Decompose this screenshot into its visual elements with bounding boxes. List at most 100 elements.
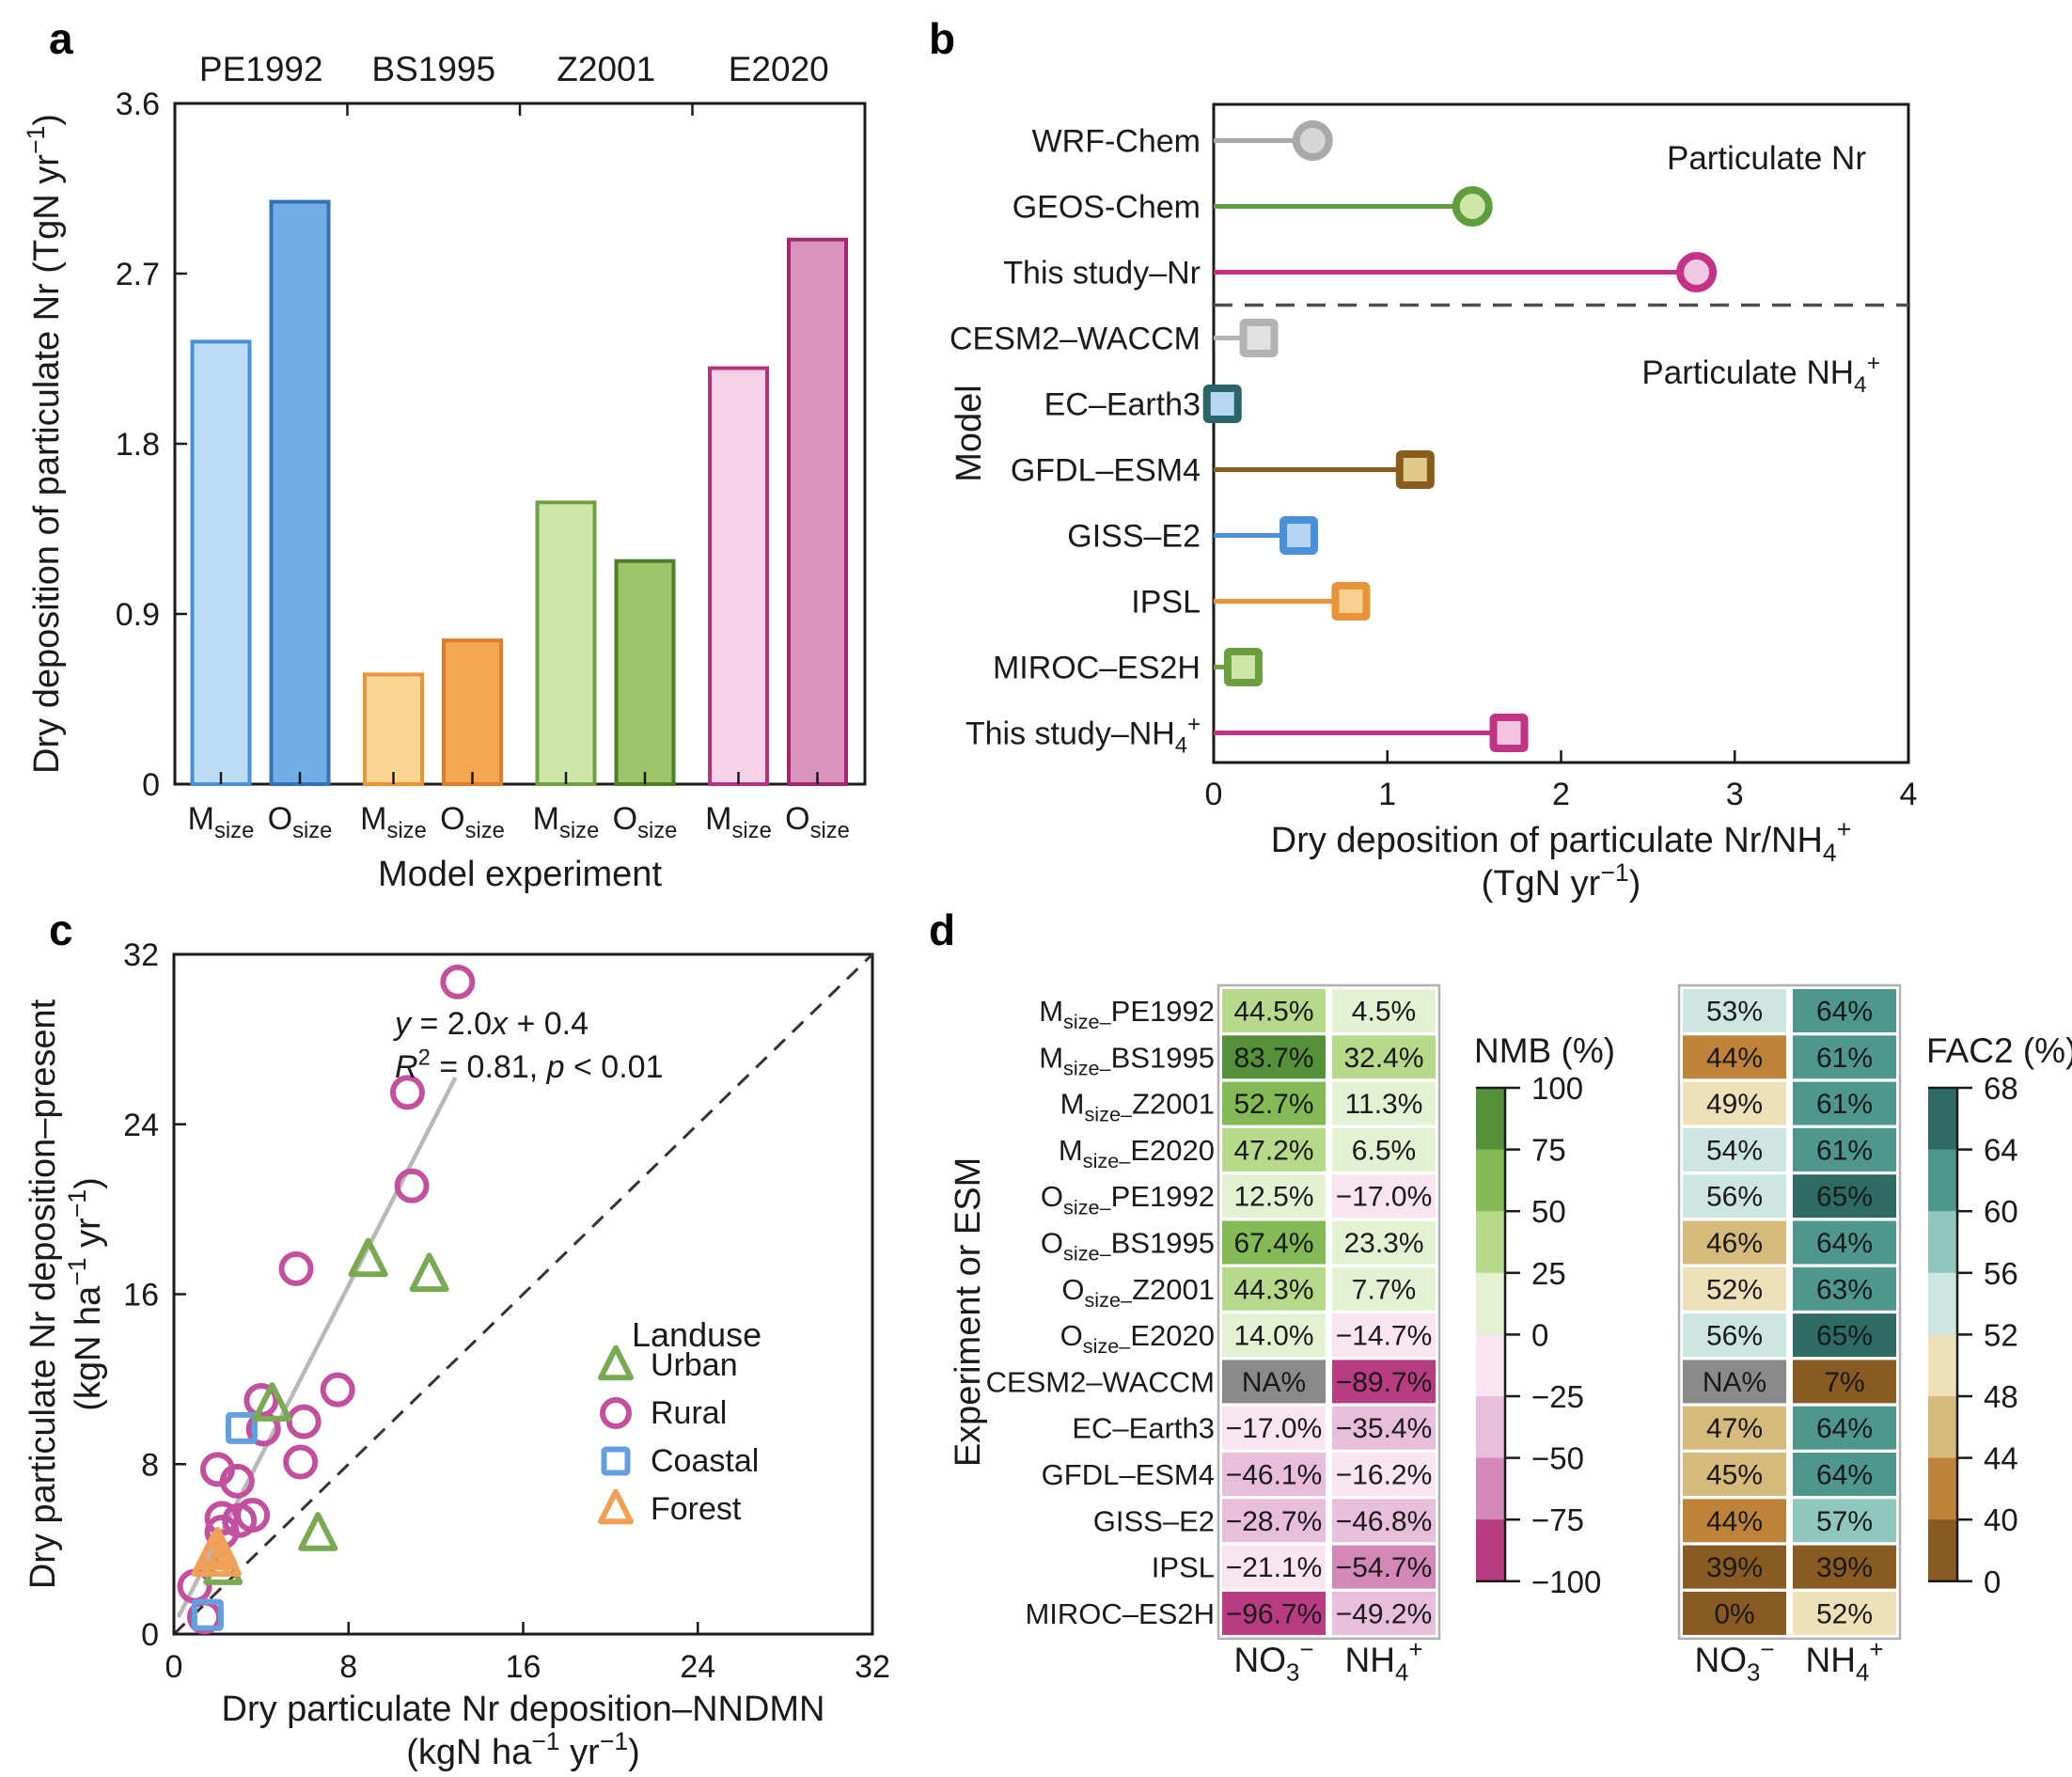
fac2-cell-value: 64% [1816,1228,1873,1259]
y-tick-label: 3.6 [116,86,160,122]
fac2-cell [1793,1127,1896,1172]
panel-a-plot: 0 0.9 1.8 2.7 3.6 PE1992 BS1995 Z2001 E2020 Msize… [22,50,867,894]
panel-c-scatter-plot: 00 8 8 16 16 24 24 32 32 y = 2.0x + 0.4R2 = 0.81,… [24,937,890,1772]
nmb-cell [1332,1266,1436,1311]
fac2-colorbar-title: FAC2 (%) [1926,1031,2072,1070]
row-label: Osize–BS1995 [1041,1227,1215,1266]
fac2-cell-value: 47% [1706,1413,1763,1444]
fac2-cell-value: 65% [1816,1321,1873,1352]
nmb-cell [1332,1406,1436,1450]
lollipop-marker-square [1223,648,1263,686]
nmb-cell-value: 4.5% [1352,997,1416,1028]
fac2-colorbar-tick-label: 52 [1984,1317,2018,1352]
fac2-colorbar-segment [1928,1396,1957,1459]
nmb-cell [1332,1127,1436,1172]
y-tick-label: 24 [123,1108,159,1143]
point-urban [252,1382,292,1422]
group-label: BS1995 [371,50,495,88]
identity-dashed-line [172,952,874,1636]
fac2-cell-value: 44% [1706,1043,1763,1074]
nmb-cell [1222,1545,1326,1589]
fac2-colorbar-tick-label: 0 [1984,1565,2001,1599]
nmb-cell-value: 83.7% [1233,1043,1313,1074]
nmb-cell-value: −46.8% [1336,1506,1433,1537]
fac2-cell [1683,1127,1786,1172]
fac2-colorbar-segment [1928,1272,1957,1336]
fac2-cell [1683,1220,1786,1265]
nmb-cell-value: 23.3% [1343,1228,1423,1259]
panel-d-heatmap-tables: Experiment or ESM Msize–PE1992 Msize–BS199… [949,983,2072,1687]
nmb-cell-value: −54.7% [1336,1552,1433,1583]
y-tick-label: 0.9 [116,597,160,633]
fac2-cell-value: 64% [1816,1460,1873,1491]
legend-marker-triangle [598,1488,634,1525]
bar-tick-label: Osize [613,801,678,843]
x-tick-label: 0 [1205,777,1223,812]
model-label: IPSL [1131,585,1201,621]
fac2-cell-value: 56% [1706,1321,1763,1352]
fac2-col-label-no3: NO3− [1694,1637,1774,1686]
nmb-cell-value: 44.5% [1233,997,1313,1028]
fac2-colorbar-tick-label: 60 [1984,1194,2018,1229]
panel-b-plot: WRF-Chem GEOS-Chem This study–Nr CESM2–WACC… [950,102,1918,904]
bar-BS1995-Msize [363,672,424,786]
panel-b-lollipop-chart: WRF-Chem GEOS-Chem This study–Nr CESM2–WACC… [950,102,1918,904]
fac2-cell [1683,1174,1786,1219]
lollipop-marker-circle [1676,252,1718,292]
nmb-colorbar-segment [1476,1149,1505,1212]
fac2-cell [1793,1081,1896,1125]
panel-d-plot: Experiment or ESM Msize–PE1992 Msize–BS199… [949,983,2072,1687]
nmb-colorbar-segment [1476,1211,1505,1274]
y-axis-title: Model [950,385,989,482]
fac2-cell-value: 56% [1706,1182,1763,1213]
nmb-cell-value: −21.1% [1226,1552,1323,1583]
x-tick-label: 24 [680,1649,715,1685]
fac2-colorbar-tick-label: 48 [1984,1379,2018,1414]
bar-E2020-Msize [708,366,769,786]
nmb-cell-value: NA% [1242,1367,1306,1398]
x-tick-label: 8 [339,1649,357,1685]
lollipop-marker-circle [1292,120,1333,161]
fac2-cell [1683,1453,1786,1496]
x-tick-label: 2 [1552,777,1570,812]
nmb-cell-value: −17.0% [1336,1182,1433,1213]
group-label: E2020 [729,50,829,88]
nmb-cell [1332,1220,1436,1265]
nmb-cell-value: 44.3% [1233,1274,1313,1305]
fac2-cell [1683,1499,1786,1543]
nmb-cell [1332,1360,1436,1404]
row-label: MIROC–ES2H [1025,1597,1215,1630]
fac2-cell [1793,989,1896,1032]
series-forest [191,1526,243,1577]
nmb-cell [1332,1313,1436,1358]
fac2-colorbar-tick-label: 64 [1984,1133,2018,1168]
group-label: PE1992 [199,50,323,88]
legend-marker-circle [600,1397,632,1429]
bar-BS1995-Osize [442,638,503,787]
nmb-cell [1222,1499,1326,1543]
row-label: GISS–E2 [1093,1504,1215,1537]
nmb-colorbar-tick-label: −75 [1531,1502,1584,1537]
fac2-cell [1793,1266,1896,1311]
panel-c-plot: 00 8 8 16 16 24 24 32 32 y = 2.0x + 0.4R2 = 0.81,… [24,937,890,1772]
legend-marker-triangle [598,1345,634,1381]
y-axis-title: Dry deposition of particulate Nr (TgN yr… [22,114,67,774]
annotation-particulate-nh4: Particulate NH4+ [1641,351,1880,398]
panel-b-letter: b [929,14,956,63]
fac2-cell [1683,1035,1786,1079]
fac2-cell [1793,1406,1896,1450]
nmb-cell [1222,1220,1326,1265]
x-tick-label: 4 [1900,777,1918,812]
nmb-colorbar-tick-label: 50 [1531,1194,1566,1229]
row-label: GFDL–ESM4 [1042,1458,1215,1491]
fac2-cell [1793,1174,1896,1219]
nmb-cell [1332,1035,1436,1079]
bar-PE1992-Osize [269,199,331,787]
nmb-cell-value: 52.7% [1233,1089,1313,1120]
row-label: Msize–E2020 [1059,1134,1215,1172]
row-label: Msize–BS1995 [1039,1041,1215,1079]
model-label: MIROC–ES2H [993,651,1201,686]
fac2-cell-value: 61% [1816,1043,1873,1074]
point-rural [278,1250,314,1286]
